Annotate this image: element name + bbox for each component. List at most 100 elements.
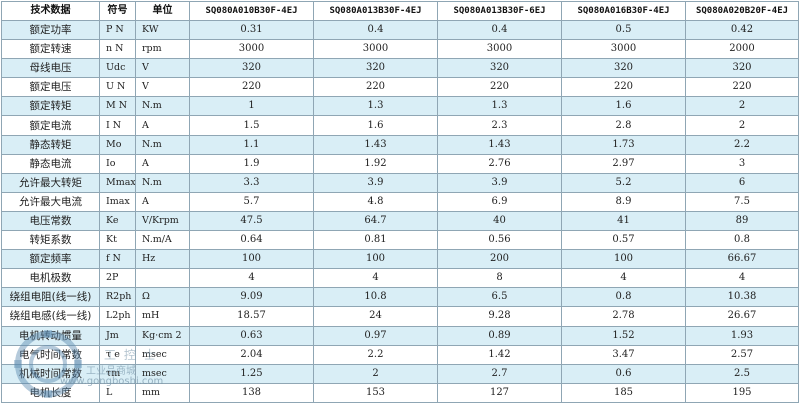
param-value: 2.78: [561, 306, 686, 327]
param-value: 26.67: [685, 306, 799, 327]
param-value: 3000: [561, 39, 686, 60]
table-row: 额定电流 I N A 1.5 1.6 2.3 2.8 2: [1, 115, 799, 136]
param-name: 电机转动惯量: [1, 325, 100, 346]
param-unit: mm: [135, 382, 190, 404]
param-value: 2.57: [685, 344, 799, 365]
param-name: 额定转速: [1, 39, 100, 60]
param-symbol: τm: [99, 363, 136, 384]
param-unit: Ω: [135, 287, 190, 308]
param-value: 10.8: [313, 287, 438, 308]
param-name: 绕组电感(线一线): [1, 306, 100, 327]
param-symbol: Kt: [99, 230, 136, 251]
header-model: SQ080A016B30F-4EJ: [561, 1, 686, 21]
param-value: 2.2: [685, 134, 799, 155]
param-value: 3.9: [437, 172, 562, 193]
table-row: 额定转矩 M N N.m 1 1.3 1.3 1.6 2: [1, 96, 799, 117]
param-name: 额定电流: [1, 115, 100, 136]
param-value: 138: [189, 382, 314, 404]
param-symbol: P N: [99, 19, 136, 41]
param-name: 电压常数: [1, 210, 100, 232]
table-row: 电机极数 2P 4 4 8 4 4: [1, 268, 799, 289]
param-value: 2.2: [313, 344, 438, 365]
param-value: 8: [437, 268, 562, 289]
param-value: 185: [561, 382, 686, 404]
param-unit: V: [135, 77, 190, 98]
header-unit: 单位: [135, 1, 190, 21]
param-value: 1: [189, 96, 314, 117]
table-row: 静态电流 Io A 1.9 1.92 2.76 2.97 3: [1, 153, 799, 174]
param-value: 18.57: [189, 306, 314, 327]
param-symbol: L: [99, 382, 136, 404]
param-value: 24: [313, 306, 438, 327]
param-unit: [135, 268, 190, 289]
param-symbol: U N: [99, 77, 136, 98]
param-value: 0.42: [685, 19, 799, 41]
param-value: 0.89: [437, 325, 562, 346]
param-value: 40: [437, 210, 562, 232]
param-name: 允许最大转矩: [1, 172, 100, 193]
param-symbol: R2ph: [99, 287, 136, 308]
param-value: 89: [685, 210, 799, 232]
param-value: 200: [437, 249, 562, 270]
param-value: 1.93: [685, 325, 799, 346]
param-value: 100: [561, 249, 686, 270]
param-symbol: Udc: [99, 58, 136, 79]
param-value: 4.8: [313, 191, 438, 212]
param-value: 2000: [685, 39, 799, 60]
param-value: 8.9: [561, 191, 686, 212]
param-unit: N.m/A: [135, 230, 190, 251]
param-value: 320: [189, 58, 314, 79]
param-name: 电气时间常数: [1, 344, 100, 365]
param-value: 0.8: [685, 230, 799, 251]
header-model: SQ080A013B30F-6EJ: [437, 1, 562, 21]
param-value: 3.9: [313, 172, 438, 193]
table-row: 额定电压 U N V 220 220 220 220 220: [1, 77, 799, 98]
param-value: 0.31: [189, 19, 314, 41]
param-value: 1.43: [313, 134, 438, 155]
param-name: 额定转矩: [1, 96, 100, 117]
param-value: 2.04: [189, 344, 314, 365]
param-symbol: Imax: [99, 191, 136, 212]
param-value: 220: [189, 77, 314, 98]
param-value: 5.7: [189, 191, 314, 212]
param-value: 2.8: [561, 115, 686, 136]
param-value: 2: [685, 115, 799, 136]
param-symbol: Mmax: [99, 172, 136, 193]
param-symbol: Io: [99, 153, 136, 174]
param-unit: A: [135, 115, 190, 136]
param-value: 5.2: [561, 172, 686, 193]
param-unit: rpm: [135, 39, 190, 60]
table-row: 允许最大电流 Imax A 5.7 4.8 6.9 8.9 7.5: [1, 191, 799, 212]
param-value: 0.64: [189, 230, 314, 251]
param-value: 0.4: [437, 19, 562, 41]
param-value: 9.28: [437, 306, 562, 327]
param-value: 0.97: [313, 325, 438, 346]
param-value: 320: [437, 58, 562, 79]
param-value: 2: [313, 363, 438, 384]
param-value: 2.97: [561, 153, 686, 174]
param-value: 1.5: [189, 115, 314, 136]
param-value: 0.81: [313, 230, 438, 251]
param-value: 153: [313, 382, 438, 404]
table-row: 静态转矩 Mo N.m 1.1 1.43 1.43 1.73 2.2: [1, 134, 799, 155]
param-value: 220: [685, 77, 799, 98]
param-value: 4: [561, 268, 686, 289]
param-name: 电机长度: [1, 382, 100, 404]
header-model: SQ080A020B20F-4EJ: [685, 1, 799, 21]
param-value: 0.63: [189, 325, 314, 346]
param-value: 2.3: [437, 115, 562, 136]
param-unit: KW: [135, 19, 190, 41]
param-value: 1.43: [437, 134, 562, 155]
param-unit: A: [135, 153, 190, 174]
param-symbol: f N: [99, 249, 136, 270]
param-value: 4: [313, 268, 438, 289]
param-name: 绕组电阻(线一线): [1, 287, 100, 308]
param-value: 4: [189, 268, 314, 289]
param-value: 9.09: [189, 287, 314, 308]
param-value: 1.92: [313, 153, 438, 174]
param-value: 3: [685, 153, 799, 174]
param-unit: Kg·cm 2: [135, 325, 190, 346]
param-value: 47.5: [189, 210, 314, 232]
param-value: 1.6: [313, 115, 438, 136]
